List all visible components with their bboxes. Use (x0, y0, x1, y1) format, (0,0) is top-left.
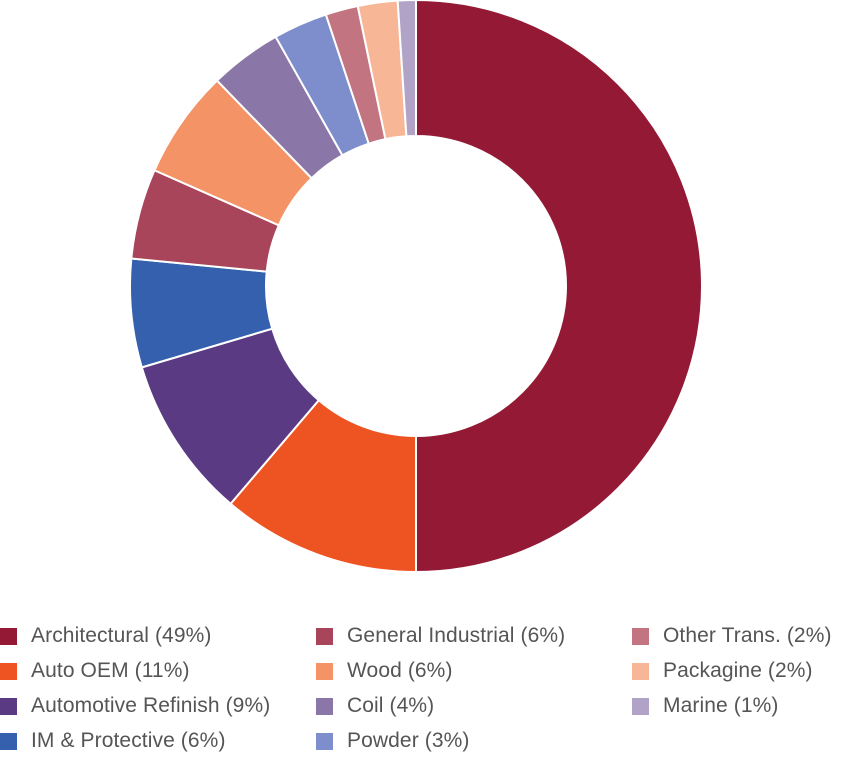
legend-label-wood: Wood (6%) (347, 659, 453, 682)
legend-label-automotive-refinish: Automotive Refinish (9%) (31, 694, 271, 717)
legend-swatch-wood (316, 662, 333, 680)
legend-label-other-trans: Other Trans. (2%) (663, 624, 832, 647)
legend-swatch-powder (316, 732, 333, 750)
legend-swatch-im-protective (0, 732, 17, 750)
legend-item-marine: Marine (1%) (632, 688, 778, 724)
legend-item-wood: Wood (6%) (316, 653, 453, 689)
legend-item-automotive-refinish: Automotive Refinish (9%) (0, 688, 270, 724)
donut-slice-10 (396, 0, 417, 138)
legend-swatch-auto-oem (0, 662, 17, 680)
legend-item-powder: Powder (3%) (316, 723, 469, 759)
legend-label-powder: Powder (3%) (347, 729, 470, 752)
legend-item-auto-oem: Auto OEM (11%) (0, 653, 190, 689)
donut-slice-0 (415, 0, 703, 574)
legend-swatch-coil (316, 697, 333, 715)
legend-label-coil: Coil (4%) (347, 694, 435, 717)
legend-item-other-trans: Other Trans. (2%) (632, 618, 832, 654)
legend-swatch-general-industrial (316, 627, 333, 645)
legend-label-auto-oem: Auto OEM (11%) (31, 659, 190, 682)
legend-swatch-architectural (0, 627, 17, 645)
legend-label-im-protective: IM & Protective (6%) (31, 729, 226, 752)
legend-label-marine: Marine (1%) (663, 694, 779, 717)
legend-swatch-other-trans (632, 627, 649, 645)
legend-swatch-automotive-refinish (0, 697, 17, 715)
legend-item-packagine: Packagine (2%) (632, 653, 813, 689)
chart-legend: Architectural (49%) Auto OEM (11%) Autom… (0, 618, 851, 758)
legend-swatch-marine (632, 697, 649, 715)
legend-item-coil: Coil (4%) (316, 688, 434, 724)
legend-label-packagine: Packagine (2%) (663, 659, 813, 682)
donut-chart (129, 0, 703, 574)
legend-item-general-industrial: General Industrial (6%) (316, 618, 565, 654)
legend-label-general-industrial: General Industrial (6%) (347, 624, 566, 647)
legend-item-im-protective: IM & Protective (6%) (0, 723, 226, 759)
legend-label-architectural: Architectural (49%) (31, 624, 212, 647)
legend-swatch-packagine (632, 662, 649, 680)
legend-item-architectural: Architectural (49%) (0, 618, 211, 654)
